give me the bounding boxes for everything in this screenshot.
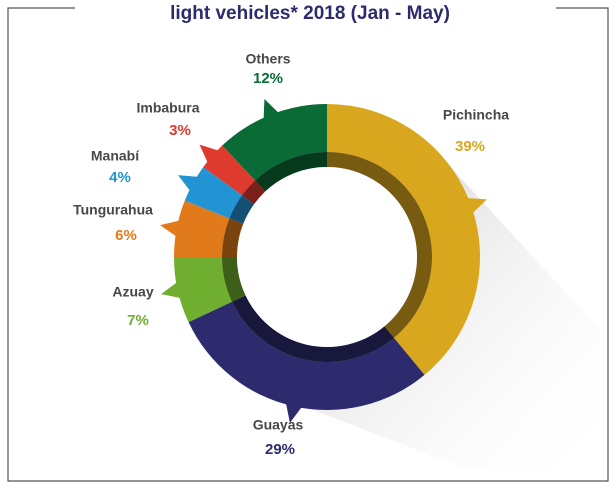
- pointer: [199, 144, 221, 165]
- value-label: 4%: [109, 169, 131, 186]
- segment-inner: [222, 257, 246, 302]
- segment-inner-shade: [222, 218, 244, 257]
- value-label: 7%: [127, 312, 149, 329]
- category-label: Others: [245, 51, 290, 67]
- segment: [327, 104, 480, 375]
- category-label: Pichincha: [443, 107, 509, 123]
- frame: [7, 7, 609, 482]
- donut-hole: [237, 167, 417, 347]
- segment-inner: [255, 152, 327, 192]
- value-label: 39%: [455, 138, 485, 155]
- segment: [174, 200, 230, 257]
- segment: [203, 145, 256, 196]
- segment-inner-shade: [255, 152, 327, 192]
- donut: [160, 98, 487, 423]
- pointer: [263, 98, 281, 122]
- value-label: 3%: [169, 122, 191, 139]
- segment: [222, 104, 327, 181]
- category-label: Azuay: [112, 284, 153, 300]
- value-label: 6%: [115, 227, 137, 244]
- segment-inner: [229, 195, 255, 224]
- segment-inner-shade: [229, 195, 255, 224]
- segment-inner-shade: [231, 295, 394, 362]
- segment-inner-shade: [327, 152, 433, 338]
- category-label: Manabí: [91, 148, 140, 164]
- pointer: [464, 197, 487, 215]
- segment-inner: [242, 180, 266, 205]
- segment: [188, 301, 425, 411]
- segment-inner: [327, 152, 433, 338]
- value-label: 29%: [265, 441, 295, 458]
- pointer: [160, 220, 182, 238]
- segment: [184, 167, 243, 219]
- value-label: 12%: [253, 70, 283, 87]
- segment-inner: [222, 218, 244, 257]
- pointer: [285, 401, 304, 423]
- category-label: Tungurahua: [73, 202, 153, 218]
- pointer: [161, 280, 183, 299]
- segment: [174, 257, 232, 323]
- category-label: Imbabura: [136, 100, 199, 116]
- segment-inner-shade: [222, 257, 246, 302]
- segment-inner-shade: [242, 180, 266, 205]
- pointer: [178, 175, 201, 193]
- chart-title: light vehicles* 2018 (Jan - May): [170, 3, 450, 24]
- category-label: Guayas: [253, 417, 304, 433]
- segment-inner: [231, 295, 394, 362]
